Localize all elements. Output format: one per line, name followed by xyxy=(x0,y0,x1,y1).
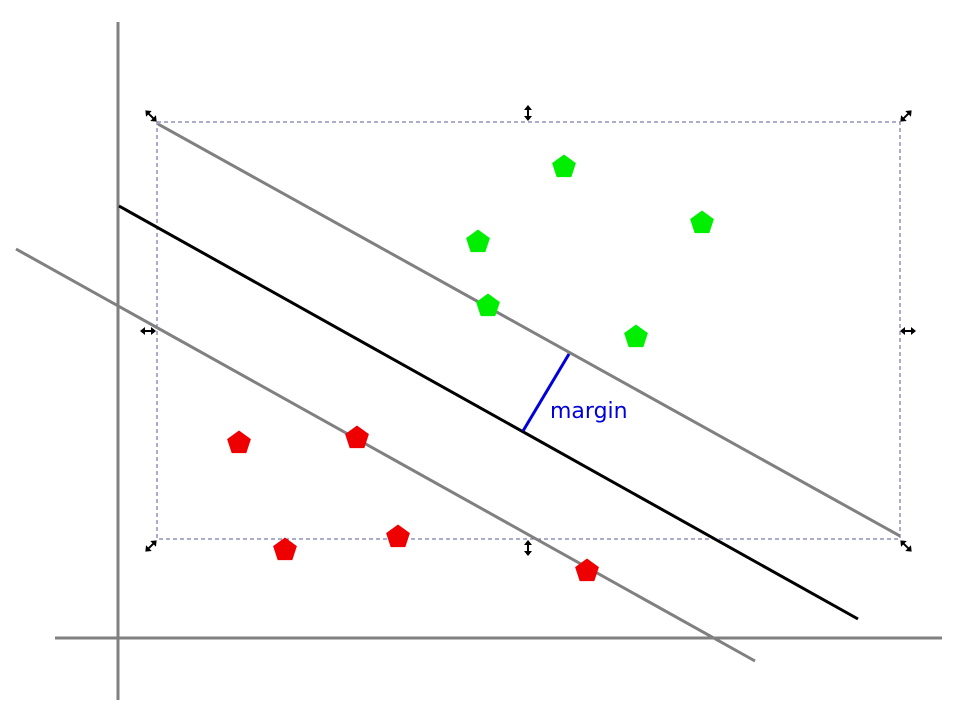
selection-handles[interactable] xyxy=(140,105,916,556)
handle-bottom-right[interactable] xyxy=(898,538,915,555)
positive-class-points xyxy=(466,154,714,348)
positive-point-4 xyxy=(476,293,500,317)
negative-point-3 xyxy=(273,537,297,561)
positive-point-5 xyxy=(624,324,648,348)
negative-point-2 xyxy=(345,425,369,449)
positive-point-2 xyxy=(690,210,714,234)
selection-box xyxy=(156,121,901,540)
handle-right[interactable] xyxy=(900,327,916,335)
handle-left[interactable] xyxy=(140,327,156,335)
handle-bottom[interactable] xyxy=(524,540,532,556)
positive-point-1 xyxy=(552,154,576,178)
margin-segment xyxy=(521,353,571,432)
upper-support-line xyxy=(157,122,901,538)
handle-bottom-left[interactable] xyxy=(143,538,160,555)
positive-point-3 xyxy=(466,229,490,253)
negative-point-4 xyxy=(386,524,410,548)
negative-point-5 xyxy=(575,558,599,582)
negative-class-points xyxy=(227,425,599,582)
handle-top-left[interactable] xyxy=(143,108,160,125)
negative-point-1 xyxy=(227,430,251,454)
lower-support-line xyxy=(15,247,756,663)
handle-top-right[interactable] xyxy=(898,108,915,125)
margin-label: margin xyxy=(550,399,628,424)
decision-boundary xyxy=(118,204,859,621)
handle-top[interactable] xyxy=(524,105,532,121)
